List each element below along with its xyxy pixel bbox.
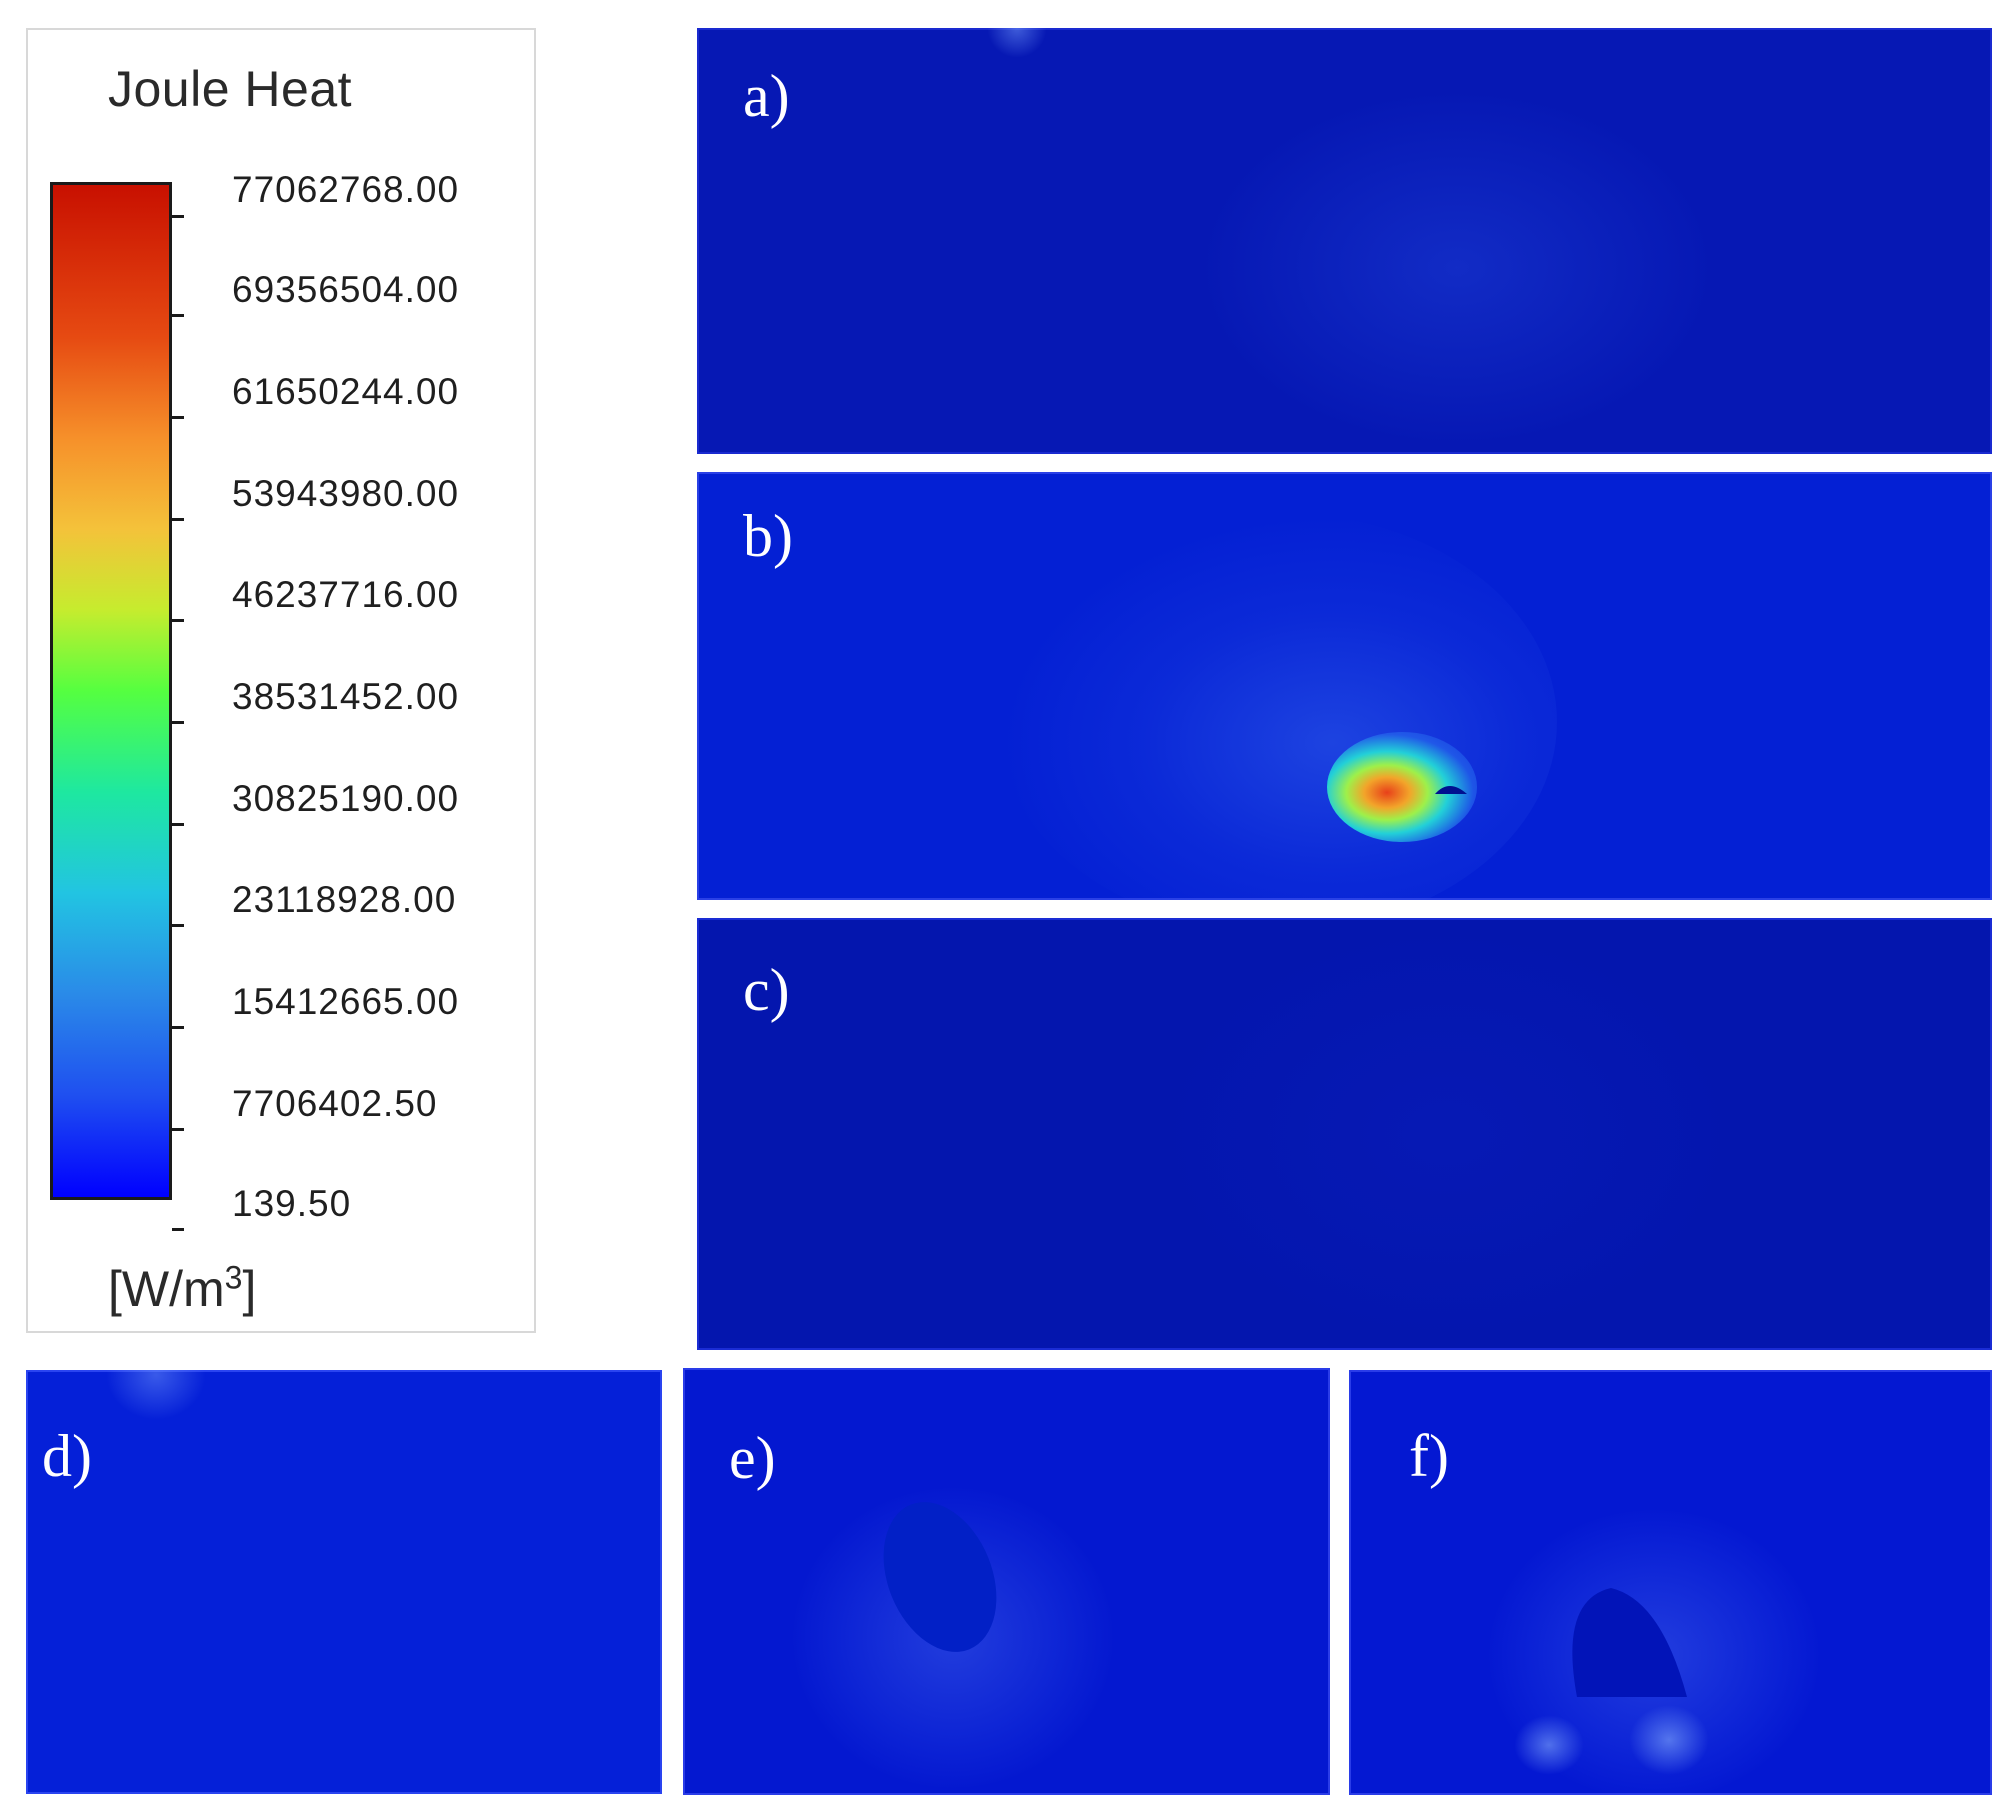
panel-c: c): [697, 918, 1992, 1350]
tick-label: 30825190.00: [232, 778, 460, 819]
heat-glow: [106, 1370, 206, 1420]
tick-mark: [172, 721, 184, 724]
panel-label: e): [729, 1425, 776, 1491]
colorbar: [50, 182, 172, 1200]
legend-title: Joule Heat: [108, 61, 353, 117]
tick-mark: [172, 416, 184, 419]
panel-d: d): [26, 1370, 662, 1794]
inclusion-shape: [1435, 786, 1467, 794]
heat-glow: [1147, 918, 1747, 1350]
panel-f: f): [1349, 1370, 1992, 1795]
tick-mark: [172, 314, 184, 317]
tick-label: 61650244.00: [232, 371, 460, 412]
tick-mark: [172, 1026, 184, 1029]
panel-label: c): [743, 957, 790, 1023]
panel-label: b): [743, 503, 793, 569]
tick-label: 7706402.50: [232, 1083, 438, 1124]
tick-mark: [172, 518, 184, 521]
inclusion-shape: [883, 1502, 997, 1652]
unit-label: [W/m3]: [108, 1259, 257, 1317]
tick-label: 46237716.00: [232, 574, 460, 615]
panel-e: e): [683, 1368, 1330, 1795]
tick-mark: [172, 215, 184, 218]
panel-label: f): [1409, 1423, 1449, 1489]
tick-mark: [172, 823, 184, 826]
tick-label: 15412665.00: [232, 981, 460, 1022]
panel-label: d): [42, 1423, 92, 1489]
inclusion-shape: [1572, 1588, 1687, 1697]
panel-a: a): [697, 28, 1992, 454]
tick-mark: [172, 1128, 184, 1131]
heat-glow: [987, 28, 1047, 58]
panel-b: b): [697, 472, 1992, 900]
tick-mark: [172, 924, 184, 927]
tick-label: 69356504.00: [232, 269, 460, 310]
heat-glow: [1197, 88, 1717, 448]
tick-label: 23118928.00: [232, 879, 457, 920]
tick-label: 139.50: [232, 1183, 352, 1224]
tick-mark: [172, 1228, 184, 1231]
panel-label: a): [743, 63, 790, 129]
color-legend: Joule Heat 77062768.00 69356504.00 61650…: [26, 28, 536, 1333]
tick-mark: [172, 619, 184, 622]
tick-label: 77062768.00: [232, 169, 460, 210]
tick-label: 38531452.00: [232, 676, 460, 717]
tick-label: 53943980.00: [232, 473, 460, 514]
